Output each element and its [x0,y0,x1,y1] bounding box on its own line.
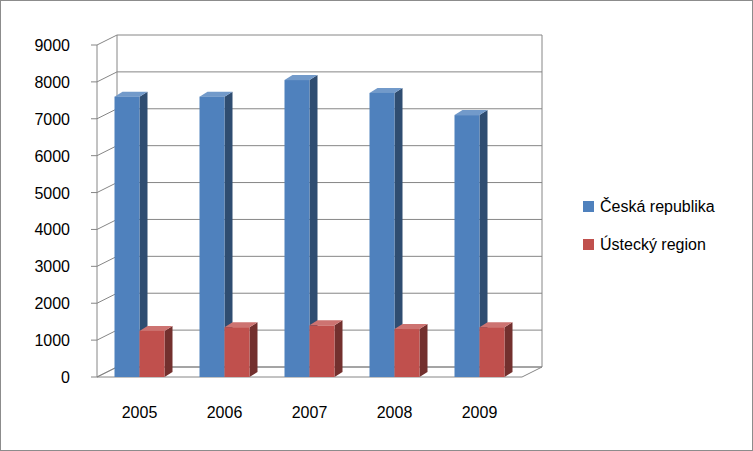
bar-front [140,331,165,377]
bar [225,322,258,377]
y-tick [91,340,97,341]
y-tick [91,81,97,82]
y-tick-label: 5000 [34,185,70,202]
bar-front [200,97,225,377]
bar-front [480,327,505,377]
y-tick-label: 8000 [34,74,70,91]
legend-key [583,201,594,212]
x-tick-label: 2007 [292,404,328,421]
legend: Česká republika Ústecký region [583,197,715,253]
y-tick-label: 3000 [34,258,70,275]
bar-top [115,92,148,97]
y-tick-label: 4000 [34,221,70,238]
bar-side [420,324,428,377]
y-tick-label: 9000 [34,37,70,54]
y-tick [91,155,97,156]
y-tick [91,266,97,267]
bars [115,75,513,377]
bar [310,320,343,377]
y-axis-line [97,45,98,377]
bar-front [370,93,395,377]
bar-side [165,326,173,377]
back-wall-edge [542,35,543,367]
x-tick-label: 2008 [377,404,413,421]
y-tick-label: 1000 [34,332,70,349]
bar-front [285,80,310,377]
y-tick [91,118,97,119]
bar-top [480,322,513,327]
y-tick [91,303,97,304]
y-tick [91,45,97,46]
x-tick-label: 2009 [462,404,498,421]
legend-label: Česká republika [600,197,715,215]
grid [91,35,542,377]
bar-top [225,322,258,327]
x-tick-label: 2006 [207,404,243,421]
chart: 0 1000 2000 3000 4000 5000 6000 7000 8000 9000 200… [0,0,753,451]
bar [480,322,513,377]
y-tick-label: 7000 [34,111,70,128]
y-tick-label: 2000 [34,295,70,312]
bar-side [250,322,258,377]
y-tick-label: 6000 [34,148,70,165]
legend-key [583,239,594,250]
y-tick [91,229,97,230]
x-tick-label: 2005 [122,404,158,421]
bar-side [335,320,343,377]
bar-top [370,88,403,93]
bar [395,324,428,377]
y-tick [91,192,97,193]
bar-top [310,320,343,325]
bar-side [505,322,513,377]
bar [140,326,173,377]
bar-top [200,92,233,97]
y-tick [91,377,97,378]
bar-front [395,329,420,377]
bar-front [115,97,140,377]
grid-line [97,72,542,82]
bar-top [395,324,428,329]
bar-front [310,325,335,377]
grid-line [97,35,542,45]
chart-border [1,1,753,451]
bar-top [455,110,488,115]
bar-front [455,115,480,377]
y-tick-label: 0 [61,369,70,386]
bar-top [140,326,173,331]
legend-label: Ústecký region [600,235,706,253]
bar-top [285,75,318,80]
bar-front [225,327,250,377]
